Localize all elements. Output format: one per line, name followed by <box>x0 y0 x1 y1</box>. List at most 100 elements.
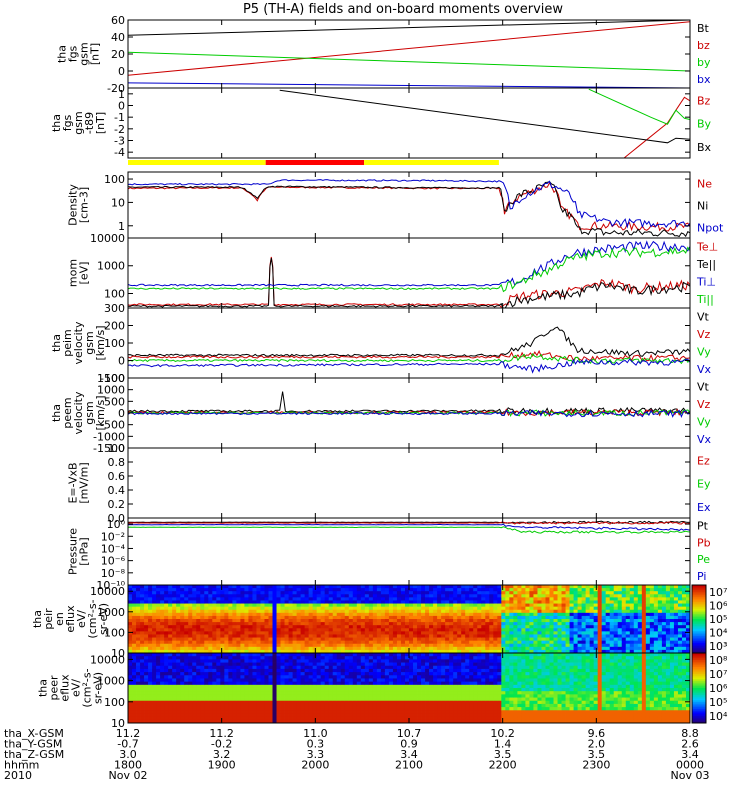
spectrogram-cell <box>396 603 402 608</box>
spectrogram-cell <box>485 637 490 642</box>
spectrogram-cell <box>493 609 498 614</box>
spectrogram-cell <box>589 634 595 638</box>
spectrogram-cell <box>208 603 213 608</box>
spectrogram-cell <box>308 585 314 589</box>
spectrogram-cell <box>633 631 639 635</box>
spectrogram-cell <box>280 700 285 705</box>
spectrogram-cell <box>144 646 149 651</box>
spectrogram-cell <box>413 594 418 598</box>
spectrogram-cell <box>208 594 213 598</box>
spectrogram-cell <box>252 716 257 721</box>
spectrogram-cell <box>260 672 265 676</box>
spectrogram-cell <box>168 649 173 654</box>
spectrogram-cell <box>573 594 578 598</box>
spectrogram-cell <box>232 637 237 642</box>
spectrogram-cell <box>284 646 289 651</box>
spectrogram-cell <box>493 588 498 592</box>
series-temperature-2 <box>128 240 690 287</box>
spectrogram-cell <box>681 591 687 595</box>
spectrogram-cell <box>232 684 237 689</box>
spectrogram-cell <box>573 622 578 626</box>
spectrogram-cell <box>188 603 193 608</box>
spectrogram-cell <box>308 710 314 714</box>
spectrogram-cell <box>272 597 277 601</box>
spectrogram-cell <box>388 597 394 601</box>
spectrogram-cell <box>429 634 434 638</box>
spectrogram-cell <box>461 619 466 623</box>
spectrogram-cell <box>557 594 562 598</box>
spectrogram-cell <box>392 643 398 648</box>
spectrogram-cell <box>140 615 145 620</box>
spectrogram-cell <box>248 591 253 595</box>
spectrogram-cell <box>461 606 466 611</box>
spectrogram-cell <box>264 659 269 663</box>
spectrogram-cell <box>621 625 627 629</box>
spectrogram-cell <box>176 597 181 601</box>
spectrogram-cell <box>541 637 546 642</box>
spectrogram-cell <box>553 600 558 604</box>
spectrogram-cell <box>637 619 643 623</box>
spectrogram-cell <box>320 591 326 595</box>
spectrogram-cell <box>248 659 253 663</box>
spectrogram-cell <box>180 656 185 660</box>
spectrogram-cell <box>561 643 566 648</box>
spectrogram-cell <box>300 653 306 657</box>
spectrogram-cell <box>392 649 398 654</box>
spectrogram-cell <box>376 691 382 695</box>
spectrogram-cell <box>332 628 338 632</box>
spectrogram-cell <box>453 594 458 598</box>
spectrogram-cell <box>481 634 486 638</box>
spectrogram-cell <box>228 665 233 670</box>
spectrogram-cell <box>661 649 667 654</box>
spectrogram-cell <box>457 643 462 648</box>
spectrogram-cell <box>541 631 546 635</box>
spectrogram-cell <box>312 684 318 689</box>
spectrogram-cell <box>288 691 293 695</box>
spectrogram-cell <box>212 688 217 692</box>
spectrogram-cell <box>296 707 302 711</box>
spectrogram-cell <box>276 625 281 629</box>
spectrogram-cell <box>441 640 446 645</box>
spectrogram-cell <box>268 662 273 667</box>
spectrogram-cell <box>316 694 322 698</box>
spectrogram-cell <box>400 649 406 654</box>
spectrogram-cell <box>533 646 538 651</box>
spectrogram-cell <box>128 594 133 598</box>
spectrogram-cell <box>469 594 474 598</box>
spectrogram-cell <box>617 600 623 604</box>
spectrogram-cell <box>344 672 350 676</box>
spectrogram-cell <box>216 594 221 598</box>
spectrogram-cell <box>284 672 289 676</box>
spectrogram-cell <box>344 631 350 635</box>
spectrogram-cell <box>288 710 293 714</box>
spectrogram-cell <box>136 675 141 679</box>
spectrogram-cell <box>260 625 265 629</box>
spectrogram-cell <box>380 615 386 620</box>
spectrogram-cell <box>144 656 149 660</box>
panel-frame <box>127 87 691 159</box>
spectrogram-cell <box>304 684 310 689</box>
spectrogram-cell <box>481 637 486 642</box>
spectrogram-cell <box>665 625 671 629</box>
spectrogram-cell <box>388 619 394 623</box>
spectrogram-cell <box>320 606 326 611</box>
spectrogram-cell <box>252 606 257 611</box>
spectrogram-cell <box>184 637 189 642</box>
spectrogram-cell <box>360 634 366 638</box>
spectrogram-cell <box>388 653 394 657</box>
spectrogram-cell <box>665 612 671 617</box>
spectrogram-cell <box>617 622 623 626</box>
spectrogram-cell <box>336 637 342 642</box>
spectrogram-cell <box>288 600 293 604</box>
spectrogram-cell <box>196 678 201 683</box>
spectrogram-cell <box>276 646 281 651</box>
spectrogram-cell <box>589 625 595 629</box>
spectrogram-cell <box>288 615 293 620</box>
spectrogram-cell <box>437 649 442 654</box>
spectrogram-cell <box>164 622 169 626</box>
spectrogram-cell <box>140 707 145 711</box>
colorbar-cell <box>692 620 706 623</box>
spectrogram-cell <box>248 684 253 689</box>
spectrogram-cell <box>332 603 338 608</box>
spectrogram-cell <box>160 678 165 683</box>
